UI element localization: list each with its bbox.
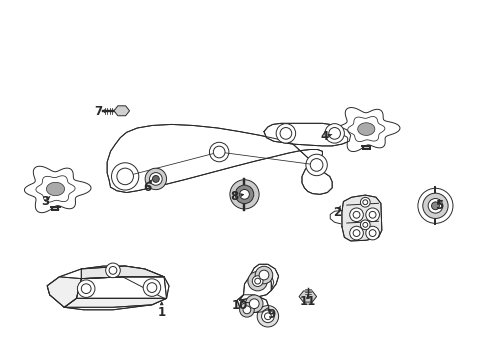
Polygon shape (341, 195, 381, 241)
Text: 2: 2 (332, 206, 341, 219)
Polygon shape (107, 125, 331, 194)
Circle shape (249, 299, 259, 309)
Circle shape (417, 188, 452, 223)
Circle shape (117, 168, 133, 185)
Circle shape (257, 306, 278, 327)
Text: 10: 10 (231, 299, 247, 312)
Circle shape (264, 313, 271, 320)
Polygon shape (336, 108, 399, 152)
Circle shape (239, 189, 249, 199)
Circle shape (360, 220, 369, 230)
Circle shape (368, 211, 375, 218)
Circle shape (352, 211, 359, 218)
Circle shape (365, 226, 379, 240)
Circle shape (145, 168, 166, 190)
Text: 11: 11 (299, 296, 315, 309)
Polygon shape (347, 117, 384, 141)
Circle shape (254, 278, 260, 284)
Circle shape (368, 230, 375, 237)
Circle shape (309, 159, 322, 171)
Circle shape (209, 142, 228, 162)
Polygon shape (81, 266, 164, 279)
Polygon shape (47, 277, 81, 307)
Circle shape (427, 198, 442, 213)
Circle shape (422, 193, 447, 219)
Polygon shape (76, 277, 166, 298)
Circle shape (239, 302, 254, 317)
Circle shape (276, 123, 295, 143)
Polygon shape (64, 298, 166, 307)
Circle shape (229, 180, 259, 209)
Circle shape (305, 154, 326, 176)
Polygon shape (239, 271, 273, 300)
Text: 4: 4 (320, 130, 328, 144)
Circle shape (143, 279, 161, 296)
Circle shape (255, 266, 272, 284)
Circle shape (149, 172, 162, 185)
Circle shape (362, 200, 367, 205)
Circle shape (252, 276, 263, 287)
Polygon shape (47, 266, 169, 310)
Circle shape (280, 127, 291, 139)
Text: 7: 7 (94, 105, 102, 118)
Circle shape (111, 163, 139, 190)
Circle shape (328, 127, 340, 139)
Circle shape (360, 197, 369, 207)
Circle shape (259, 270, 268, 280)
Circle shape (147, 283, 157, 292)
Circle shape (362, 222, 367, 227)
Circle shape (324, 123, 344, 143)
Text: 1: 1 (157, 306, 165, 319)
Circle shape (77, 280, 95, 297)
Circle shape (152, 176, 159, 182)
Circle shape (245, 295, 263, 312)
Polygon shape (237, 295, 268, 313)
Circle shape (213, 146, 224, 158)
Circle shape (349, 226, 363, 240)
Polygon shape (264, 123, 350, 146)
Circle shape (243, 306, 250, 314)
Polygon shape (249, 264, 278, 291)
Text: 8: 8 (230, 190, 239, 203)
Circle shape (247, 271, 267, 291)
Circle shape (109, 266, 117, 274)
Polygon shape (46, 182, 64, 195)
Polygon shape (24, 166, 91, 213)
Circle shape (81, 284, 91, 293)
Polygon shape (299, 291, 316, 302)
Text: 3: 3 (41, 195, 49, 208)
Circle shape (105, 263, 120, 278)
Text: 9: 9 (266, 308, 275, 321)
Circle shape (349, 208, 363, 222)
Text: 6: 6 (142, 181, 151, 194)
Circle shape (261, 310, 274, 323)
Circle shape (352, 230, 359, 237)
Circle shape (235, 185, 253, 204)
Text: 5: 5 (434, 199, 443, 212)
Circle shape (431, 202, 438, 210)
Polygon shape (114, 106, 129, 116)
Circle shape (365, 208, 379, 222)
Polygon shape (357, 123, 374, 135)
Polygon shape (36, 176, 75, 202)
